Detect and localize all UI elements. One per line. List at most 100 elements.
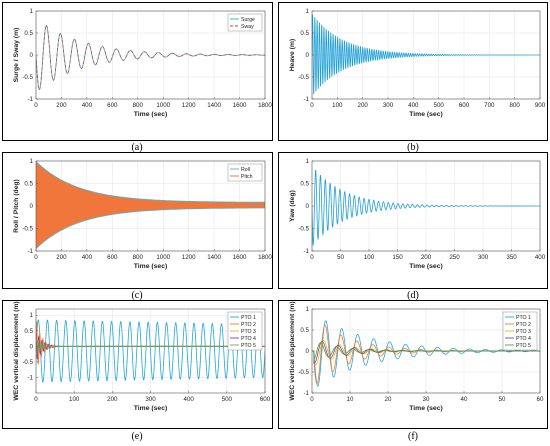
chart-c: 0 200 400 600 800 1000 1200 1400 1600 1800 -1 -0.5 0… [2,152,273,289]
x-tick-label: 200 [358,102,369,109]
x-tick-label: 800 [510,102,521,109]
chart-e-svg: 0 100 200 300 400 500 600 -1 -0.5 0 0.5 1 Time (sec)… [13,301,271,412]
chart-b: 0 100 200 300 400 500 600 700 800 900 -1 -0.5 0 0.5 1 T… [278,2,548,141]
y-axis-label: WEC vertical displacement (m) [13,301,20,400]
caption-b: (b) [407,142,419,153]
y-tick-label: 0.5 [300,30,309,37]
series-group-f [312,320,540,387]
series-roll-upper [36,161,265,203]
x-tick-label: 200 [421,254,432,261]
y-tick-label: -1 [27,96,33,103]
y-tick-label: 0 [30,343,34,350]
x-tick-label: 300 [383,102,394,109]
y-tick-label: 1 [306,158,310,165]
y-tick-label: 1 [30,312,34,319]
x-tick-label: 40 [461,396,468,403]
legend-label: Pitch [241,174,253,180]
chart-b-svg: 0 100 200 300 400 500 600 700 800 900 -1 -0.5 0 0.5 1 T… [289,8,546,118]
chart-f-svg: 0 10 20 30 40 50 60 -1 -0.5 0 0.5 1 Time (sec) WEC ve… [289,301,544,412]
x-tick-label: 1200 [182,254,196,261]
caption-e: (e) [131,431,143,442]
y-tick-label: 0.5 [24,181,33,188]
y-tick-label: 0 [306,52,310,59]
x-axis-label: Time (sec) [134,263,168,270]
x-tick-label: 400 [408,102,419,109]
series-line-e-0 [36,319,265,383]
y-tick-label: -0.5 [22,74,33,81]
y-tick-label: -1 [303,96,309,103]
x-tick-label: 300 [478,254,489,261]
panel-d-frame [278,152,548,289]
x-tick-label: 600 [459,102,470,109]
y-axis-label: Yaw (deg) [289,190,296,222]
chart-f: 0 10 20 30 40 50 60 -1 -0.5 0 0.5 1 Time (sec) WEC ve… [278,300,548,429]
legend-label: PTO 1 [241,315,256,321]
chart-a-svg: 0 200 400 600 800 1000 1200 1400 1600 1800 -1 -0.5 0… [13,8,272,118]
y-tick-label: 0 [306,348,310,355]
y-tick-label: -1 [303,248,309,255]
y-tick-label: 0.5 [300,327,309,334]
x-axis-label: Time (sec) [134,405,168,412]
x-axis-label: Time (sec) [409,405,443,412]
x-tick-label: 0 [310,396,314,403]
x-tick-label: 100 [364,254,375,261]
y-tick-label: 0.5 [24,30,33,37]
y-tick-label: 1 [306,306,310,313]
x-tick-label: 400 [184,396,195,403]
caption-f: (f) [408,431,418,442]
legend-box [227,13,263,32]
chart-d-svg: 0 50 100 150 200 250 300 350 400 -1 -0.5 0 0.5 1 Time … [289,158,546,270]
chart-e: 0 100 200 300 400 500 600 -1 -0.5 0 0.5 1 Time (sec)… [2,300,273,429]
series-group-d [312,169,540,247]
series-group-a [36,25,265,91]
x-tick-label: 400 [82,254,93,261]
legend-label: Surge [241,17,255,23]
y-tick-label: 0 [30,52,34,59]
legend-label: PTO 5 [516,343,531,349]
x-tick-label: 1400 [207,254,221,261]
caption-d: (d) [407,290,419,301]
x-tick-label: 1400 [207,102,221,109]
x-axis-label: Time (sec) [409,111,443,118]
x-tick-label: 50 [337,254,344,261]
x-tick-label: 1200 [182,102,196,109]
y-tick-label: 1 [306,8,310,15]
caption-a: (a) [131,142,143,153]
series-roll-lower [36,207,265,250]
caption-c: (c) [131,290,143,301]
legend-box [227,163,263,182]
x-tick-label: 800 [133,102,144,109]
x-tick-label: 1000 [156,254,170,261]
series-pitch-envelope [36,161,265,249]
legend-label: PTO 1 [516,315,531,321]
series-line-f-4 [312,342,540,361]
panel-e-frame [2,300,273,429]
legend-label: PTO 4 [516,336,531,342]
x-tick-label: 600 [107,254,118,261]
y-tick-label: -1 [27,248,33,255]
series-line-e-4 [36,339,265,356]
x-tick-label: 0 [310,102,314,109]
series-line-a-0 [36,25,265,91]
legend-label: PTO 2 [241,322,256,328]
series-group-e [36,319,265,383]
series-group-c [36,161,265,250]
x-tick-label: 200 [107,396,118,403]
x-tick-label: 20 [385,396,392,403]
x-tick-label: 350 [506,254,517,261]
x-tick-label: 500 [434,102,445,109]
legend-label: PTO 4 [241,336,256,342]
panel-b-frame [278,2,548,141]
x-tick-label: 100 [69,396,80,403]
x-tick-label: 200 [56,102,67,109]
x-tick-label: 150 [392,254,403,261]
x-tick-label: 50 [499,396,506,403]
y-axis-label: Surge / Sway (m) [13,28,20,83]
x-tick-label: 500 [222,396,233,403]
series-line-d-0 [312,169,540,247]
y-tick-label: 0 [30,203,34,210]
y-tick-label: 0.5 [300,181,309,188]
